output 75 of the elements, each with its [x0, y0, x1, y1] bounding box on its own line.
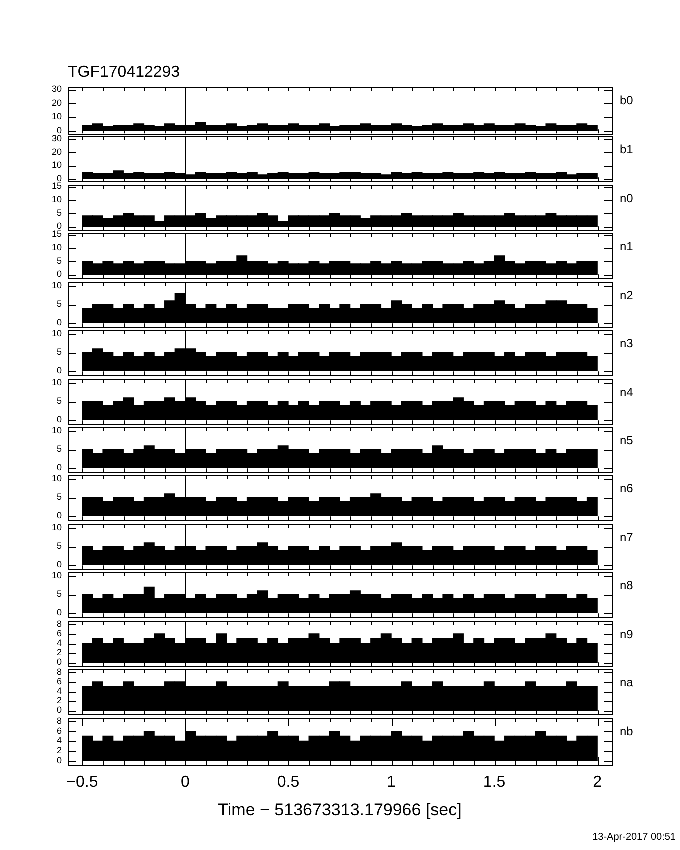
text: n7 — [620, 530, 634, 544]
y-tick-label: 15 — [52, 229, 62, 240]
y-tick-label: 5 — [56, 347, 62, 358]
y-tick-label: 5 — [56, 444, 62, 454]
text: b0 — [620, 93, 634, 108]
y-tick-label: 20 — [52, 98, 62, 108]
y-tick-label: 10 — [52, 474, 62, 484]
y-tick-label: 6 — [56, 676, 62, 687]
y-tick-label: 0 — [56, 366, 62, 376]
y-tick-label: 0 — [56, 125, 62, 136]
y-tick-label: 0 — [56, 511, 62, 522]
y-tick-label: 0 — [56, 462, 62, 473]
y-tick-label: 10 — [52, 280, 62, 290]
text: b1 — [620, 142, 634, 157]
y-tick-label: 10 — [52, 377, 62, 388]
text: n0 — [620, 191, 634, 206]
y-tick-label: 4 — [56, 686, 62, 696]
y-tick-label: 6 — [56, 628, 62, 638]
text: nb — [620, 724, 634, 738]
x-tick-label: 1 — [387, 774, 396, 791]
y-tick-label: 10 — [52, 242, 62, 253]
text: n5 — [620, 433, 634, 448]
y-tick-label: 0 — [56, 174, 62, 184]
x-tick-label: 1.5 — [483, 774, 506, 791]
y-tick-label: 4 — [56, 735, 62, 746]
y-tick-label: 10 — [52, 426, 62, 436]
y-tick-label: 2 — [56, 745, 62, 756]
y-tick-label: 0 — [56, 559, 62, 570]
text: na — [620, 675, 634, 690]
x-tick-label: −0.5 — [66, 774, 98, 791]
y-tick-label: 20 — [52, 147, 62, 158]
y-tick-label: 4 — [56, 638, 62, 648]
text: n3 — [620, 336, 634, 350]
text: n4 — [620, 384, 634, 399]
text: n9 — [620, 626, 634, 641]
y-tick-label: 0 — [56, 317, 62, 328]
y-tick-label: 6 — [56, 725, 62, 736]
y-tick-label: 10 — [52, 522, 62, 532]
y-tick-label: 0 — [56, 414, 62, 424]
x-tick-label: 0 — [181, 774, 190, 791]
y-tick-label: 10 — [52, 194, 62, 204]
text: n8 — [620, 578, 634, 593]
y-tick-label: 0 — [56, 269, 62, 280]
chart-title: TGF170412293 — [68, 64, 180, 81]
text: n1 — [620, 240, 634, 254]
y-tick-label: 8 — [56, 618, 62, 628]
y-tick-label: 5 — [56, 492, 62, 503]
y-tick-label: 5 — [56, 396, 62, 406]
y-tick-label: 5 — [56, 540, 62, 551]
x-tick-label: 0.5 — [277, 774, 300, 791]
y-tick-label: 0 — [56, 656, 62, 667]
x-axis-title: Time − 513673313.179966 [sec] — [218, 800, 462, 820]
y-tick-label: 5 — [56, 298, 62, 309]
x-tick-label: 2 — [593, 774, 602, 791]
y-tick-label: 30 — [52, 84, 62, 94]
y-tick-label: 2 — [56, 696, 62, 706]
y-tick-label: 10 — [52, 160, 62, 171]
y-tick-label: 5 — [56, 589, 62, 600]
text: n2 — [620, 288, 634, 302]
y-tick-label: 0 — [56, 608, 62, 618]
y-tick-label: 10 — [52, 112, 62, 122]
y-tick-label: 0 — [56, 705, 62, 716]
y-tick-label: 0 — [56, 755, 62, 766]
text: n6 — [620, 482, 634, 496]
y-tick-label: 2 — [56, 647, 62, 658]
y-tick-label: 0 — [56, 220, 62, 231]
y-tick-label: 10 — [52, 570, 62, 581]
y-tick-label: 8 — [56, 666, 62, 677]
y-tick-label: 10 — [52, 328, 62, 339]
y-tick-label: 15 — [52, 181, 62, 192]
y-tick-label: 8 — [56, 715, 62, 726]
y-tick-label: 30 — [52, 134, 62, 144]
y-tick-label: 5 — [56, 208, 62, 218]
y-tick-label: 5 — [56, 256, 62, 266]
text: 13-Apr-2017 00:51 — [592, 831, 676, 842]
